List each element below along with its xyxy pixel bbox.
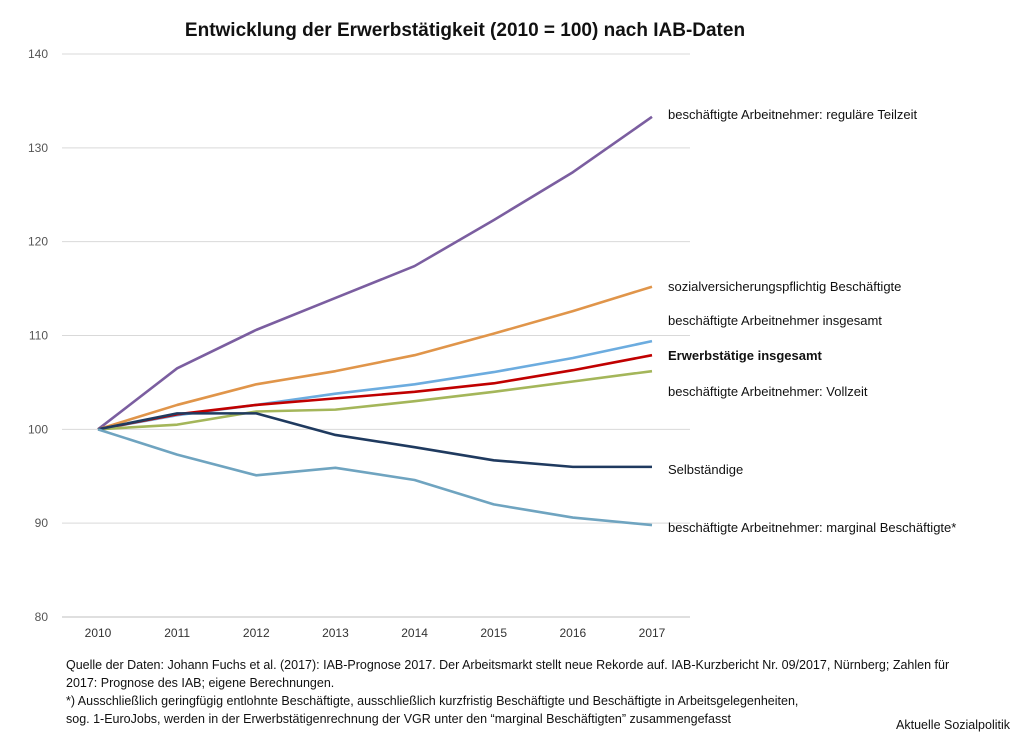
series-line-0 — [97, 115, 653, 431]
series-label-0: beschäftigte Arbeitnehmer: reguläre Teil… — [668, 107, 917, 122]
y-tick-label: 140 — [28, 47, 48, 61]
series-line-5 — [97, 412, 652, 469]
series-label-5: Selbständige — [668, 462, 743, 477]
x-tick-label: 2010 — [85, 626, 112, 640]
x-tick-label: 2014 — [401, 626, 428, 640]
source-line-2: 2017: Prognose des IAB; eigene Berechnun… — [66, 676, 335, 690]
series-label-1: sozialversicherungspflichtig Beschäftigt… — [668, 279, 901, 294]
x-tick-label: 2015 — [480, 626, 507, 640]
chart-title: Entwicklung der Erwerbstätigkeit (2010 =… — [184, 20, 746, 41]
x-tick-label: 2011 — [164, 626, 190, 640]
footnote-line-2: sog. 1-EuroJobs, werden in der Erwerbstä… — [66, 712, 731, 726]
x-tick-label: 2017 — [639, 626, 666, 640]
series-line-4 — [97, 369, 653, 431]
source-line-1: Quelle der Daten: Johann Fuchs et al. (2… — [66, 658, 950, 672]
series-label-2: beschäftigte Arbeitnehmer insgesamt — [668, 313, 882, 328]
x-tick-label: 2013 — [322, 626, 349, 640]
series-line-6 — [97, 428, 653, 527]
y-tick-label: 130 — [28, 141, 48, 155]
credit: Aktuelle Sozialpolitik — [896, 718, 1010, 732]
y-tick-label: 80 — [35, 610, 49, 624]
series-line-1 — [97, 285, 653, 431]
series-label-6: beschäftigte Arbeitnehmer: marginal Besc… — [668, 520, 956, 535]
line-chart: 80 90 100 110 120 130 140 2010 2011 2012 2013 2014 2… — [28, 47, 956, 640]
x-tick-label: 2012 — [243, 626, 270, 640]
footnote-line-1: *) Ausschließlich geringfügig entlohnte … — [66, 694, 799, 708]
y-tick-label: 90 — [35, 516, 49, 530]
y-tick-label: 100 — [28, 422, 48, 436]
x-tick-label: 2016 — [560, 626, 587, 640]
y-tick-label: 110 — [29, 329, 48, 343]
series-label-4: beschäftigte Arbeitnehmer: Vollzeit — [668, 384, 868, 399]
series-label-3: Erwerbstätige insgesamt — [668, 348, 823, 363]
series-line-2 — [97, 339, 653, 431]
y-tick-label: 120 — [28, 235, 48, 249]
